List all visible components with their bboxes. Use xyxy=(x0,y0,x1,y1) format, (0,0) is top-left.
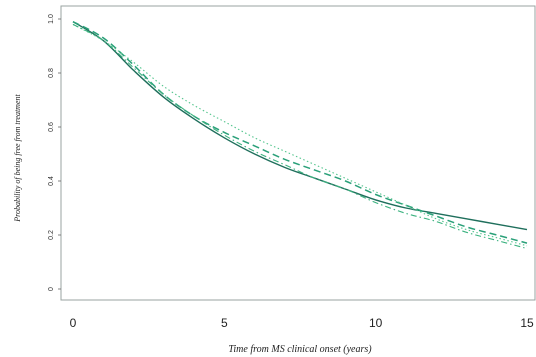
y-tick-label: 0.2 xyxy=(48,230,55,240)
y-tick-label: 0.8 xyxy=(48,68,55,78)
y-tick-label: 0.6 xyxy=(48,122,55,132)
x-tick-label: 0 xyxy=(70,316,77,330)
series-group xyxy=(72,21,528,250)
series-line-1 xyxy=(72,21,528,231)
y-tick-label: 0.4 xyxy=(48,176,55,186)
x-axis-ticks: 0 5 10 15 xyxy=(70,316,534,330)
plot-frame xyxy=(60,5,536,301)
y-axis-ticks: 0 0.2 0.4 0.6 0.8 1.0 xyxy=(48,14,61,291)
y-tick-label: 1.0 xyxy=(48,14,55,24)
y-tick-label: 0 xyxy=(48,287,55,291)
x-tick-label: 15 xyxy=(520,316,534,330)
series-line-2 xyxy=(72,21,528,244)
x-tick-label: 5 xyxy=(221,316,228,330)
x-axis-title: Time from MS clinical onset (years) xyxy=(228,344,372,355)
x-tick-label: 10 xyxy=(369,316,383,330)
series-line-3 xyxy=(72,23,528,247)
y-axis-title: Probability of being free from treatment xyxy=(13,93,22,222)
series-line-4 xyxy=(72,23,528,250)
